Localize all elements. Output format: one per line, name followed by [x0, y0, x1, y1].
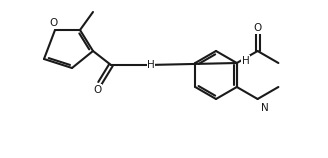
- Text: O: O: [93, 85, 101, 95]
- Text: N: N: [261, 103, 268, 113]
- Text: O: O: [49, 18, 57, 28]
- Text: H: H: [147, 60, 155, 70]
- Text: O: O: [254, 23, 262, 33]
- Text: H: H: [242, 56, 250, 66]
